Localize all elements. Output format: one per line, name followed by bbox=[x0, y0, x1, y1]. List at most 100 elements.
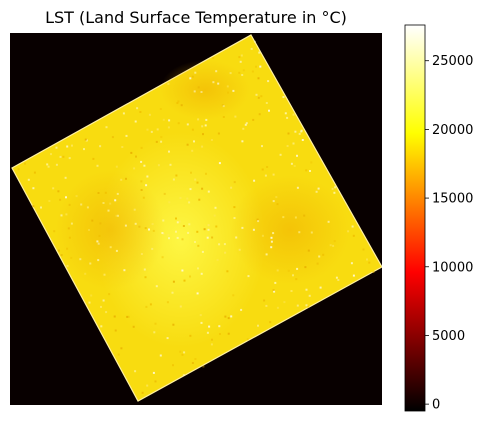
speckle bbox=[121, 146, 124, 148]
speckle bbox=[210, 343, 213, 346]
speckle bbox=[261, 145, 263, 148]
speckle bbox=[307, 249, 310, 252]
speckle bbox=[89, 262, 92, 265]
speckle bbox=[161, 232, 164, 234]
speckle bbox=[186, 197, 189, 200]
speckle bbox=[274, 281, 277, 284]
speckle bbox=[80, 203, 83, 206]
speckle bbox=[175, 217, 177, 220]
speckle bbox=[151, 223, 154, 225]
speckle bbox=[296, 154, 298, 157]
speckle bbox=[136, 107, 139, 110]
speckle bbox=[145, 305, 148, 308]
speckle bbox=[50, 153, 52, 156]
speckle bbox=[70, 222, 73, 225]
speckle bbox=[301, 139, 304, 141]
speckle bbox=[167, 126, 170, 129]
speckle bbox=[226, 85, 229, 88]
speckle bbox=[138, 225, 141, 228]
speckle bbox=[229, 72, 232, 75]
speckle bbox=[96, 240, 99, 243]
speckle bbox=[242, 69, 245, 72]
speckle bbox=[107, 209, 110, 212]
speckle bbox=[259, 65, 262, 68]
warm-region-right bbox=[230, 175, 350, 285]
speckle bbox=[300, 129, 303, 132]
speckle bbox=[139, 111, 142, 113]
speckle bbox=[161, 256, 164, 259]
speckle bbox=[238, 248, 241, 251]
speckle bbox=[178, 220, 181, 223]
speckle bbox=[333, 191, 336, 194]
speckle bbox=[298, 132, 301, 135]
speckle bbox=[352, 274, 355, 277]
warm-region-center bbox=[95, 120, 285, 360]
speckle bbox=[24, 162, 26, 165]
speckle bbox=[84, 138, 87, 141]
speckle bbox=[53, 230, 56, 233]
speckle bbox=[251, 70, 254, 73]
speckle bbox=[194, 241, 196, 243]
speckle bbox=[199, 314, 202, 317]
speckle bbox=[27, 178, 30, 181]
speckle bbox=[202, 365, 205, 368]
speckle bbox=[160, 136, 163, 139]
colorbar-tick-label: 20000 bbox=[432, 123, 473, 138]
speckle bbox=[172, 178, 175, 181]
speckle bbox=[265, 304, 268, 307]
speckle bbox=[269, 321, 272, 324]
speckle bbox=[191, 149, 194, 152]
speckle bbox=[201, 145, 204, 148]
speckle bbox=[100, 325, 103, 328]
speckle bbox=[175, 230, 177, 233]
speckle bbox=[250, 47, 253, 50]
speckle bbox=[189, 188, 192, 191]
speckle bbox=[247, 275, 250, 278]
speckle bbox=[235, 236, 238, 239]
speckle bbox=[176, 102, 179, 104]
speckle bbox=[96, 164, 99, 167]
speckle bbox=[140, 160, 143, 163]
speckle bbox=[255, 65, 257, 68]
speckle bbox=[198, 198, 201, 201]
speckle bbox=[191, 362, 194, 364]
speckle bbox=[116, 192, 119, 195]
speckle bbox=[244, 123, 247, 126]
speckle bbox=[168, 119, 171, 122]
speckle bbox=[102, 202, 105, 204]
speckle bbox=[218, 325, 221, 328]
speckle bbox=[115, 249, 118, 252]
speckle bbox=[188, 223, 191, 226]
speckle bbox=[215, 225, 218, 228]
speckle bbox=[261, 168, 264, 171]
speckle bbox=[240, 54, 243, 57]
speckle bbox=[181, 353, 184, 356]
speckle bbox=[154, 380, 157, 383]
speckle bbox=[206, 331, 209, 334]
speckle bbox=[47, 165, 50, 168]
speckle bbox=[153, 331, 156, 334]
speckle bbox=[162, 219, 165, 222]
speckle bbox=[204, 124, 207, 127]
speckle bbox=[100, 305, 102, 308]
speckle bbox=[146, 384, 149, 387]
speckle bbox=[261, 234, 264, 237]
speckle bbox=[201, 125, 204, 128]
speckle bbox=[188, 201, 191, 204]
speckle bbox=[105, 311, 108, 314]
speckle bbox=[191, 128, 194, 131]
speckle bbox=[273, 290, 276, 293]
speckle bbox=[329, 244, 332, 247]
speckle bbox=[126, 315, 129, 318]
speckle bbox=[263, 299, 266, 302]
speckle bbox=[66, 145, 69, 148]
speckle bbox=[175, 174, 178, 177]
speckle bbox=[97, 242, 100, 245]
speckle bbox=[242, 127, 245, 130]
speckle bbox=[194, 178, 197, 181]
speckle bbox=[368, 261, 371, 264]
speckle bbox=[123, 269, 126, 272]
speckle bbox=[134, 120, 137, 123]
speckle bbox=[210, 139, 213, 141]
speckle bbox=[127, 315, 130, 318]
